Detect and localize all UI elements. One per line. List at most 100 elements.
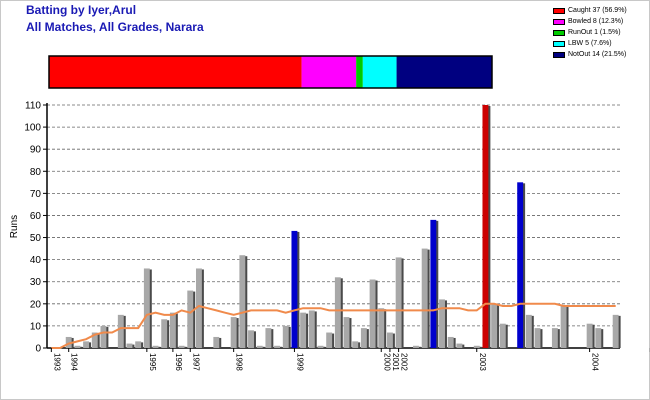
legend-swatch-runout xyxy=(553,29,565,36)
bar-innings-34 xyxy=(343,317,350,348)
x-tick-label-2002: 2002 xyxy=(400,353,409,371)
bar-innings-21 xyxy=(230,317,237,348)
x-tick-label-1995: 1995 xyxy=(148,353,157,371)
bar-innings-55 xyxy=(525,314,532,348)
bar-innings-16 xyxy=(187,290,194,348)
bar-innings-38 xyxy=(378,308,385,348)
bar-innings-50 xyxy=(482,105,489,348)
bar-innings-56 xyxy=(534,328,541,348)
y-tick-label-0: 0 xyxy=(35,344,41,355)
bar-innings-11 xyxy=(143,268,150,348)
y-tick-label-110: 110 xyxy=(25,101,41,112)
y-tick-label-40: 40 xyxy=(30,255,42,266)
legend-item-notout: NotOut 14 (21.5%) xyxy=(553,49,627,60)
dismissal-segment-caught xyxy=(49,56,302,88)
bar-innings-27 xyxy=(282,325,289,348)
legend-label-runout: RunOut 1 (1.5%) xyxy=(568,29,621,36)
bar-innings-65 xyxy=(612,314,619,348)
y-tick-label-10: 10 xyxy=(30,321,42,332)
legend-item-runout: RunOut 1 (1.5%) xyxy=(553,27,627,38)
bar-innings-52 xyxy=(499,323,506,348)
x-tick-label-1996: 1996 xyxy=(174,353,183,371)
bar-innings-44 xyxy=(430,219,437,348)
bar-innings-31 xyxy=(317,345,324,348)
legend-swatch-lbw xyxy=(553,40,565,47)
bar-innings-10 xyxy=(135,341,142,348)
bar-innings-26 xyxy=(274,345,281,348)
bar-innings-28 xyxy=(291,230,298,348)
bar-innings-6 xyxy=(100,325,107,348)
bar-innings-13 xyxy=(161,319,168,348)
bar-innings-43 xyxy=(421,248,428,348)
dismissal-segment-bowled xyxy=(301,56,357,88)
bar-innings-51 xyxy=(491,303,498,348)
dismissal-segment-notout xyxy=(396,56,492,88)
bar-innings-29 xyxy=(300,312,307,348)
dismissal-strip-border xyxy=(48,55,493,89)
legend: Caught 37 (56.9%) Bowled 8 (12.3%) RunOu… xyxy=(553,5,627,60)
y-axis-label: Runs xyxy=(9,215,20,238)
x-tick-label-2004: 2004 xyxy=(591,353,600,371)
legend-label-caught: Caught 37 (56.9%) xyxy=(568,7,627,14)
legend-swatch-notout xyxy=(553,51,565,58)
y-tick-label-60: 60 xyxy=(30,211,42,222)
bar-innings-23 xyxy=(248,330,254,348)
x-tick-label-2003: 2003 xyxy=(478,353,487,371)
average-line xyxy=(51,302,616,349)
bar-innings-25 xyxy=(265,328,272,348)
bar-innings-58 xyxy=(551,328,558,348)
x-tick-label-2001: 2001 xyxy=(391,353,400,371)
bar-innings-14 xyxy=(169,312,176,348)
y-tick-label-30: 30 xyxy=(30,277,42,288)
bar-innings-30 xyxy=(308,310,315,348)
chart-title: Batting by Iyer,Arul xyxy=(26,3,137,17)
x-tick-label-1998: 1998 xyxy=(235,353,244,371)
legend-item-lbw: LBW 5 (7.6%) xyxy=(553,38,627,49)
chart-subtitle: All Matches, All Grades, Narara xyxy=(26,20,204,34)
x-tick-label-1999: 1999 xyxy=(295,353,304,371)
bar-innings-63 xyxy=(595,328,602,348)
bar-innings-39 xyxy=(386,332,393,348)
bar-innings-2 xyxy=(65,336,72,348)
legend-item-bowled: Bowled 8 (12.3%) xyxy=(553,16,627,27)
legend-swatch-caught xyxy=(553,7,565,14)
y-tick-label-20: 20 xyxy=(30,299,42,310)
bar-innings-24 xyxy=(256,345,263,348)
bar-innings-4 xyxy=(83,341,90,348)
bar-innings-3 xyxy=(74,345,81,348)
legend-item-caught: Caught 37 (56.9%) xyxy=(553,5,627,16)
bar-innings-35 xyxy=(352,341,359,348)
bar-innings-33 xyxy=(334,277,341,348)
x-tick-label-2000: 2000 xyxy=(382,353,391,371)
y-tick-label-90: 90 xyxy=(30,145,42,156)
bar-innings-5 xyxy=(91,332,98,348)
x-tick-label-1997: 1997 xyxy=(191,353,200,371)
bar-innings-17 xyxy=(195,268,202,348)
dismissal-segment-runout xyxy=(356,56,363,88)
bar-innings-37 xyxy=(369,279,376,348)
bar-innings-59 xyxy=(560,306,567,348)
bar-innings-47 xyxy=(456,343,463,348)
bar-innings-49 xyxy=(473,345,480,348)
bar-innings-22 xyxy=(239,255,246,348)
y-tick-label-80: 80 xyxy=(30,167,42,178)
dismissal-segment-lbw xyxy=(362,56,397,88)
bar-innings-45 xyxy=(439,299,445,348)
bar-innings-40 xyxy=(395,257,402,348)
x-tick-label-1994: 1994 xyxy=(70,353,79,371)
legend-swatch-bowled xyxy=(553,18,565,25)
legend-label-lbw: LBW 5 (7.6%) xyxy=(568,40,612,47)
bar-innings-36 xyxy=(360,328,367,348)
bar-innings-9 xyxy=(126,343,133,348)
bar-innings-42 xyxy=(413,345,419,348)
legend-label-notout: NotOut 14 (21.5%) xyxy=(568,51,627,58)
bar-innings-15 xyxy=(178,345,185,348)
y-tick-label-70: 70 xyxy=(30,189,42,200)
bar-innings-54 xyxy=(517,182,524,348)
x-tick-label-1993: 1993 xyxy=(52,353,61,371)
bar-innings-46 xyxy=(447,336,454,348)
bar-innings-32 xyxy=(326,332,333,348)
bar-innings-62 xyxy=(586,323,593,348)
legend-label-bowled: Bowled 8 (12.3%) xyxy=(568,18,624,25)
